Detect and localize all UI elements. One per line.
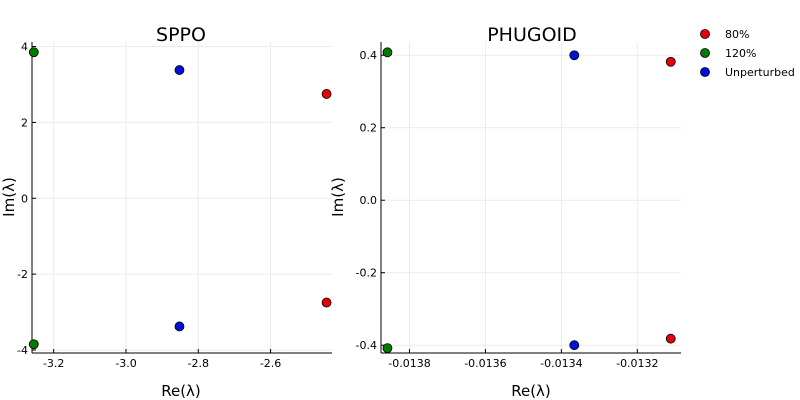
sppo-y-tick-label: 2 (21, 116, 28, 129)
sppo-y-ticks: -4 -2 0 2 4 (17, 41, 36, 357)
phugoid-y-ticks: -0.4 -0.2 0.0 0.2 0.4 (356, 49, 385, 352)
phugoid-y-axis-label: Im(λ) (329, 177, 347, 217)
legend-marker-120 (700, 48, 710, 58)
phugoid-y-tick-label: 0.4 (360, 49, 378, 62)
sppo-point-120 (28, 47, 39, 58)
phugoid-points (382, 47, 676, 354)
phugoid-y-tick-label: 0.0 (360, 194, 378, 207)
phugoid-point-80 (665, 333, 676, 344)
legend: 80% 120% Unperturbed (700, 28, 795, 79)
sppo-x-tick-label: -3.2 (43, 357, 64, 370)
sppo-point-120 (28, 339, 39, 350)
phugoid-point-unperturbed (569, 340, 580, 351)
sppo-title: SPPO (156, 24, 206, 46)
sppo-x-ticks: -3.2 -3.0 -2.8 -2.6 (43, 349, 281, 370)
phugoid-gridlines (381, 42, 681, 353)
phugoid-y-tick-label: -0.4 (356, 339, 377, 352)
phugoid-y-tick-label: -0.2 (356, 267, 377, 280)
phugoid-x-tick-label: -0.0136 (464, 357, 506, 370)
phugoid-title: PHUGOID (487, 24, 577, 46)
phugoid-x-tick-label: -0.0134 (540, 357, 582, 370)
sppo-y-tick-label: 4 (21, 41, 28, 54)
phugoid-x-tick-label: -0.0138 (388, 357, 430, 370)
phugoid-y-tick-label: 0.2 (360, 122, 378, 135)
sppo-point-unperturbed (174, 65, 185, 75)
sppo-x-tick-label: -2.6 (260, 357, 281, 370)
sppo-y-axis-label: Im(λ) (0, 177, 18, 217)
sppo-point-unperturbed (174, 321, 185, 332)
phugoid-point-120 (382, 47, 393, 58)
sppo-y-tick-label: -4 (17, 344, 28, 357)
sppo-y-tick-label: -2 (17, 268, 28, 281)
sppo-point-80 (321, 89, 332, 99)
legend-label-120: 120% (725, 47, 756, 60)
panel-sppo: SPPO -3.2 -3.0 -2.8 -2.6 -4 -2 0 2 4 Re(λ) Im(λ… (0, 24, 332, 400)
legend-label-80: 80% (725, 28, 749, 41)
sppo-x-tick-label: -3.0 (115, 357, 136, 370)
sppo-y-tick-label: 0 (21, 192, 28, 205)
phugoid-point-unperturbed (569, 50, 580, 61)
panel-phugoid: PHUGOID -0.0138 -0.0136 -0.0134 -0.0132 -0.… (329, 24, 681, 400)
legend-marker-unperturbed (700, 67, 710, 77)
phugoid-point-80 (665, 56, 676, 67)
legend-marker-80 (700, 29, 710, 39)
sppo-x-axis-label: Re(λ) (161, 382, 201, 400)
phugoid-point-120 (382, 343, 393, 354)
phugoid-x-axis-label: Re(λ) (511, 382, 551, 400)
sppo-point-80 (321, 297, 332, 308)
sppo-x-tick-label: -2.8 (188, 357, 209, 370)
sppo-points (28, 47, 332, 350)
sppo-gridlines (32, 42, 332, 353)
legend-label-unperturbed: Unperturbed (725, 66, 795, 79)
phugoid-x-tick-label: -0.0132 (616, 357, 658, 370)
phugoid-x-ticks: -0.0138 -0.0136 -0.0134 -0.0132 (388, 349, 659, 370)
